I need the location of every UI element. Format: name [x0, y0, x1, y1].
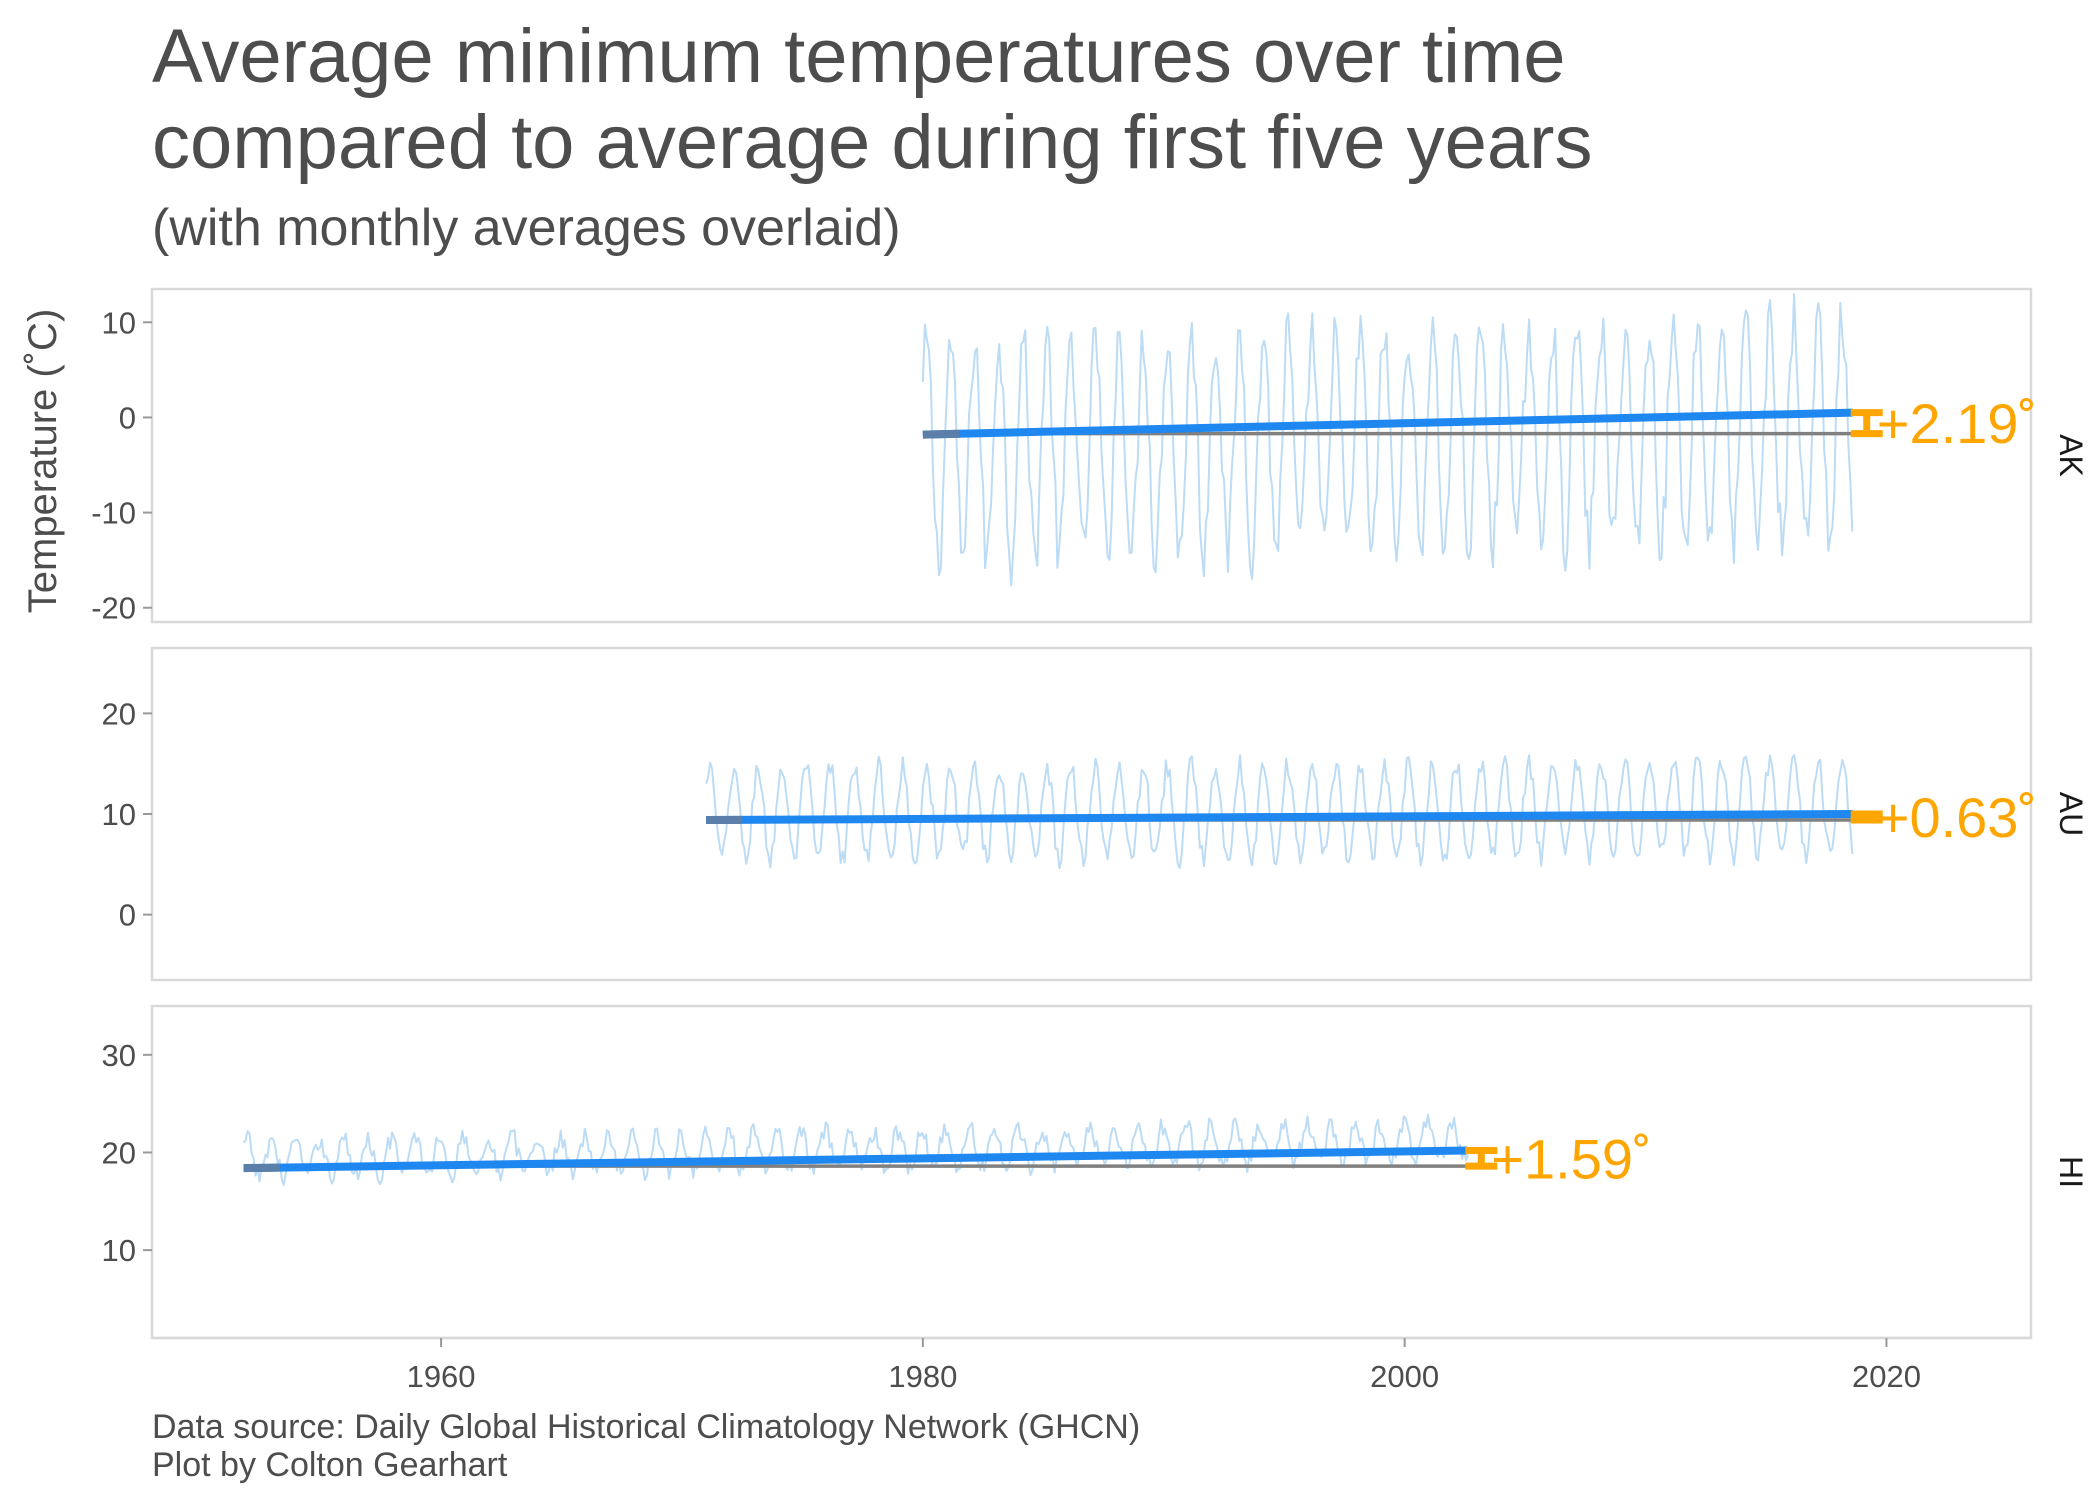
- y-tick-label: 20: [102, 1135, 136, 1170]
- y-tick-label: 10: [102, 305, 136, 340]
- y-tick-label: 10: [102, 1233, 136, 1268]
- change-label: +2.19˚: [1877, 392, 2037, 455]
- y-tick-label: 10: [102, 797, 136, 832]
- panel-ak: 10 0 -10 -20 +2.19˚ AK: [91, 287, 2089, 626]
- trend-line: [706, 810, 1853, 825]
- x-tick-label: 1960: [407, 1359, 476, 1394]
- y-tick-label: 0: [119, 898, 136, 933]
- x-tick-label: 2000: [1370, 1359, 1439, 1394]
- trend-start-overlay: [922, 429, 960, 439]
- trend-line: [243, 1146, 1468, 1173]
- trend-start-overlay: [243, 1163, 280, 1173]
- x-axis: 1960 1980 2000 2020: [152, 1336, 2031, 1394]
- y-tick-label: 20: [102, 696, 136, 731]
- panels-group: 10 0 -10 -20 +2.19˚ AK 20 10 0 +0.63˚ AU 30 20 10 +1.5…: [91, 287, 2089, 1340]
- y-axis-label: Temperature (˚C): [21, 309, 65, 614]
- chart-title: Average minimum temperatures over time co…: [152, 14, 1592, 186]
- panel-border: [150, 287, 2033, 624]
- strip-label-ak: AK: [2053, 434, 2089, 477]
- monthly-average-line: [921, 293, 1854, 587]
- y-tick-label: 0: [119, 400, 136, 435]
- y-tick-label: -20: [91, 591, 136, 626]
- change-label: +0.63˚: [1877, 786, 2037, 849]
- strip-label-au: AU: [2053, 792, 2089, 836]
- trend-line: [922, 408, 1853, 439]
- panel-hi: 30 20 10 +1.59˚ HI: [102, 1004, 2089, 1340]
- title-line-2: compared to average during first five ye…: [152, 100, 1593, 185]
- y-tick-label: 30: [102, 1038, 136, 1073]
- title-line-1: Average minimum temperatures over time: [152, 14, 1566, 99]
- change-label: +1.59˚: [1491, 1127, 1651, 1190]
- panel-au: 20 10 0 +0.63˚ AU: [102, 646, 2089, 982]
- author-caption: Plot by Colton Gearhart: [152, 1446, 508, 1484]
- data-source-caption: Data source: Daily Global Historical Cli…: [152, 1408, 1141, 1446]
- strip-label-hi: HI: [2053, 1156, 2089, 1188]
- monthly-average-line: [705, 754, 1854, 870]
- x-tick-label: 1980: [888, 1359, 957, 1394]
- panel-border: [150, 1004, 2033, 1340]
- y-tick-label: -10: [91, 496, 136, 531]
- chart-subtitle: (with monthly averages overlaid): [152, 199, 901, 257]
- x-tick-label: 2020: [1852, 1359, 1921, 1394]
